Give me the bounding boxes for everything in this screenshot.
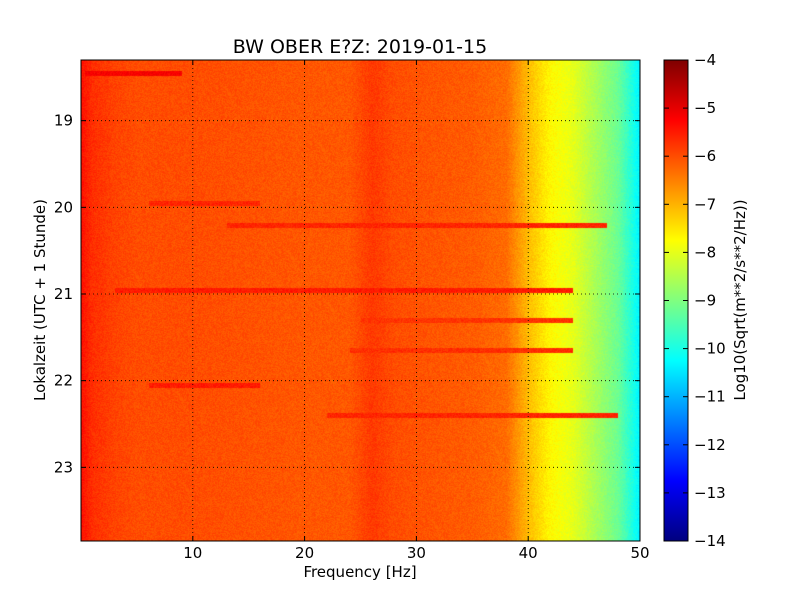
y-axis-ticks: 19 20 21 22 23 (54, 112, 640, 476)
colorbar-tick-label: −6 (694, 147, 716, 165)
colorbar-tick-label: −14 (694, 532, 726, 550)
colorbar: −4 −5 −6 −7 −8 −9 −10 −11 −12 −13 −14 Log10(Sqrt(m… (663, 51, 749, 550)
chart-title: BW OBER E?Z: 2019-01-15 (233, 36, 487, 58)
colorbar-tick-label: −9 (694, 292, 716, 310)
colorbar-tick-label: −10 (694, 340, 726, 358)
heatmap-image (81, 60, 640, 541)
colorbar-tick-label: −5 (694, 99, 716, 117)
colorbar-tick-label: −11 (694, 388, 726, 406)
y-tick-label: 22 (54, 372, 73, 390)
x-tick-label: 10 (183, 544, 202, 562)
x-axis-label: Frequency [Hz] (303, 563, 416, 581)
heatmap-area (81, 60, 640, 541)
x-tick-label: 30 (407, 544, 426, 562)
colorbar-tick-label: −8 (694, 243, 716, 261)
colorbar-tick-label: −13 (694, 484, 726, 502)
colorbar-tick-label: −7 (694, 195, 716, 213)
y-tick-label: 23 (54, 458, 73, 476)
colorbar-label: Log10(Sqrt(m**2/s**2/Hz)) (731, 199, 749, 400)
y-axis-label: Lokalzeit (UTC + 1 Stunde) (31, 199, 49, 401)
y-tick-label: 20 (54, 198, 73, 216)
colorbar-tick-label: −4 (694, 51, 716, 69)
x-tick-label: 20 (295, 544, 314, 562)
x-tick-label: 40 (519, 544, 538, 562)
y-tick-label: 21 (54, 285, 73, 303)
y-tick-label: 19 (54, 112, 73, 130)
x-tick-label: 50 (630, 544, 649, 562)
x-axis-ticks: 10 20 30 40 50 (183, 60, 650, 562)
plot-frame (80, 59, 641, 542)
grid-lines (81, 60, 640, 541)
colorbar-ticks: −4 −5 −6 −7 −8 −9 −10 −11 −12 −13 −14 (664, 51, 726, 550)
colorbar-tick-label: −12 (694, 436, 726, 454)
